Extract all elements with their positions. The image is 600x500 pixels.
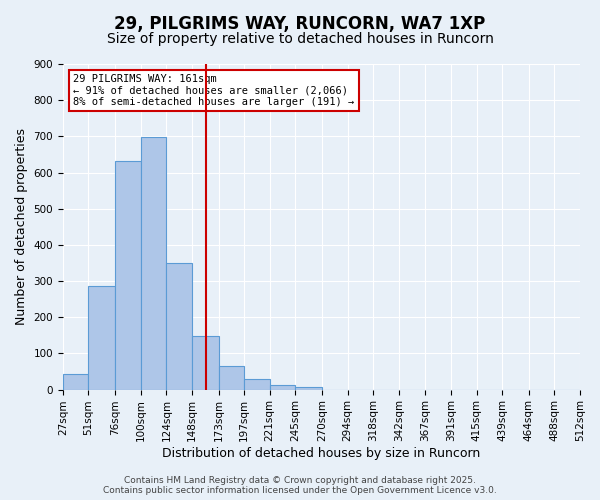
Text: Size of property relative to detached houses in Runcorn: Size of property relative to detached ho… — [107, 32, 493, 46]
Bar — [115, 161, 141, 390]
Bar — [141, 138, 166, 390]
Text: 29, PILGRIMS WAY, RUNCORN, WA7 1XP: 29, PILGRIMS WAY, RUNCORN, WA7 1XP — [115, 15, 485, 33]
Bar — [192, 336, 218, 390]
Text: Contains HM Land Registry data © Crown copyright and database right 2025.
Contai: Contains HM Land Registry data © Crown c… — [103, 476, 497, 495]
Bar — [218, 366, 244, 390]
Bar — [295, 386, 322, 390]
Bar — [244, 378, 270, 390]
Bar — [63, 374, 88, 390]
Text: 29 PILGRIMS WAY: 161sqm
← 91% of detached houses are smaller (2,066)
8% of semi-: 29 PILGRIMS WAY: 161sqm ← 91% of detache… — [73, 74, 355, 107]
Bar — [88, 286, 115, 390]
X-axis label: Distribution of detached houses by size in Runcorn: Distribution of detached houses by size … — [163, 447, 481, 460]
Bar — [270, 386, 295, 390]
Bar — [166, 263, 192, 390]
Y-axis label: Number of detached properties: Number of detached properties — [15, 128, 28, 326]
